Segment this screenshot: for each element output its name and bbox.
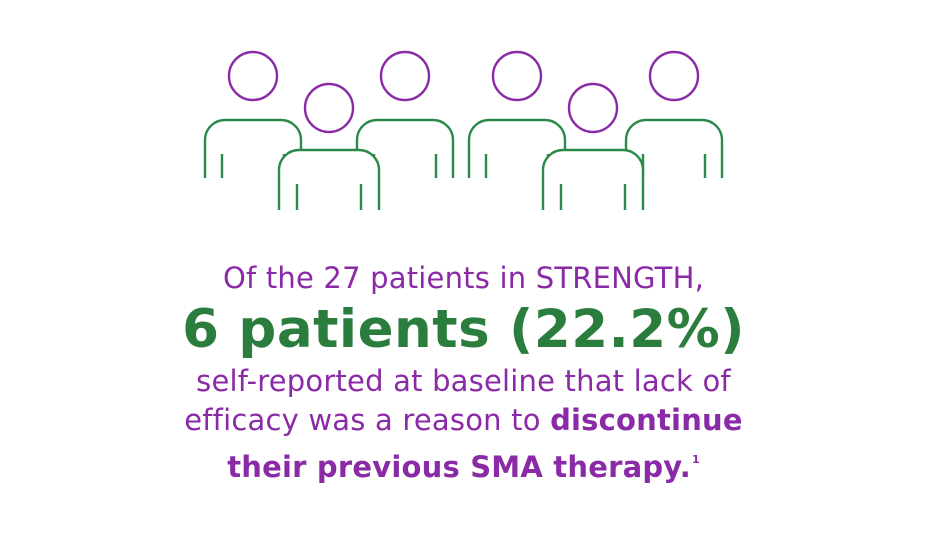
- intro-text: Of the 27 patients in STRENGTH,: [222, 261, 705, 295]
- person-icon: [541, 80, 645, 210]
- person-icon: [277, 80, 381, 210]
- body-line-3: their previous SMA therapy.1: [0, 440, 927, 487]
- body-line-2: efficacy was a reason to discontinue: [0, 401, 927, 440]
- footnote-marker: 1: [691, 453, 700, 466]
- group-of-people-icon: [0, 0, 927, 260]
- body-line-3-bold: their previous SMA therapy.: [227, 450, 691, 484]
- person-icon: [355, 50, 455, 178]
- body-line-1: self-reported at baseline that lack of: [196, 364, 731, 398]
- statistic-callout: Of the 27 patients in STRENGTH, 6 patien…: [0, 258, 927, 487]
- body-line-2-plain: efficacy was a reason to: [184, 403, 551, 437]
- body-line-2-bold: discontinue: [550, 403, 743, 437]
- highlight-statistic: 6 patients (22.2%): [182, 299, 745, 360]
